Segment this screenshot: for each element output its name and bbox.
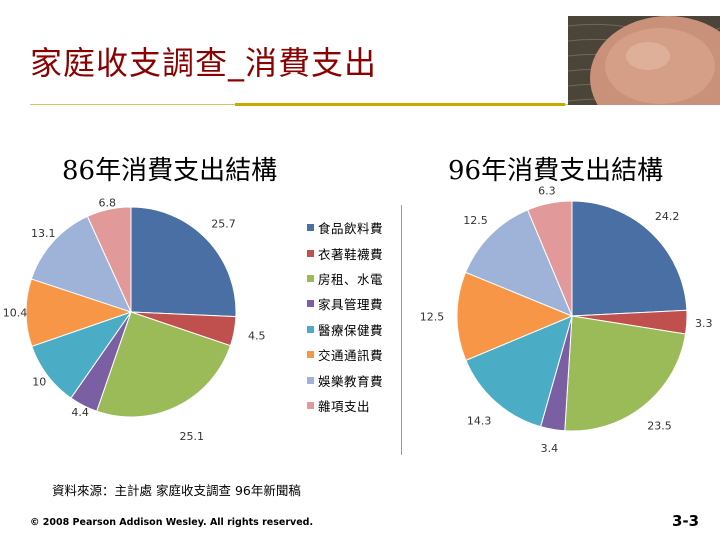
chart-title-86: 86年消費支出結構 xyxy=(62,156,278,186)
legend-swatch xyxy=(307,376,314,384)
pie-data-label-1-0: 24.2 xyxy=(655,210,680,223)
chart-title-96: 96年消費支出結構 xyxy=(448,156,664,186)
legend-label: 房租、水電 xyxy=(318,271,384,287)
pie-data-label-1-1: 3.3 xyxy=(695,317,713,330)
pie-data-label-0-4: 10 xyxy=(32,375,46,388)
pie-data-label-1-2: 23.5 xyxy=(647,419,672,432)
legend-item: 食品飲料費 xyxy=(307,215,383,240)
chart-legend: 食品飲料費衣著鞋襪費房租、水電家具管理費醫療保健費交通通訊費娛樂教育費雜項支出 xyxy=(307,215,383,418)
pie-data-label-1-7: 6.3 xyxy=(538,184,556,197)
legend-item: 交通通訊費 xyxy=(307,342,383,367)
pie-data-label-0-6: 13.1 xyxy=(31,227,56,240)
legend-swatch xyxy=(307,325,314,333)
pie-data-label-1-5: 12.5 xyxy=(420,310,445,323)
legend-label: 娛樂教育費 xyxy=(318,373,384,389)
pie-slice-1-5 xyxy=(456,271,574,361)
legend-swatch xyxy=(307,401,314,409)
legend-label: 交通通訊費 xyxy=(318,348,384,364)
pie-data-label-0-3: 4.4 xyxy=(71,406,89,419)
slide-title: 家庭收支調查_消費支出 xyxy=(30,44,378,82)
source-note: 資料來源：主計處 家庭收支調查 96年新聞稿 xyxy=(52,483,301,498)
legend-item: 家具管理費 xyxy=(307,291,383,316)
legend-label: 雜項支出 xyxy=(318,398,371,414)
pie-slice-0-2 xyxy=(96,311,232,418)
legend-label: 家具管理費 xyxy=(318,297,384,313)
pie-slice-0-6 xyxy=(30,215,132,313)
legend-label: 衣著鞋襪費 xyxy=(318,246,384,262)
legend-item: 房租、水電 xyxy=(307,266,383,291)
legend-swatch xyxy=(307,224,314,232)
pie-slice-0-0 xyxy=(130,206,237,318)
chart-divider xyxy=(401,205,402,455)
pie-data-label-1-6: 12.5 xyxy=(463,214,488,227)
pie-slice-1-0 xyxy=(571,200,688,317)
pie-slice-1-4 xyxy=(465,315,573,428)
pie-slice-0-7 xyxy=(86,206,132,313)
pie-slice-1-2 xyxy=(564,315,687,432)
title-underline-thick xyxy=(235,103,565,106)
page-number: 3-3 xyxy=(672,512,700,530)
pie-data-label-1-3: 3.4 xyxy=(541,442,559,455)
pie-slice-1-7 xyxy=(527,200,573,317)
legend-swatch xyxy=(307,300,314,308)
pie-data-label-1-4: 14.3 xyxy=(467,415,492,428)
pie-data-label-0-2: 25.1 xyxy=(179,430,204,443)
legend-item: 娛樂教育費 xyxy=(307,367,383,392)
pie-data-label-0-0: 25.7 xyxy=(211,218,236,231)
legend-item: 雜項支出 xyxy=(307,393,383,418)
pie-slice-0-5 xyxy=(25,278,133,347)
stone-photo xyxy=(568,16,720,105)
pie-data-label-0-1: 4.5 xyxy=(248,330,266,343)
legend-swatch xyxy=(307,249,314,257)
pie-slice-1-6 xyxy=(464,209,573,317)
legend-item: 醫療保健費 xyxy=(307,317,383,342)
pie-data-label-0-7: 6.8 xyxy=(99,197,117,210)
pie-data-label-0-5: 10.4 xyxy=(3,307,28,320)
legend-label: 醫療保健費 xyxy=(318,322,384,338)
legend-item: 衣著鞋襪費 xyxy=(307,240,383,265)
copyright-notice: © 2008 Pearson Addison Wesley. All right… xyxy=(30,517,314,528)
legend-label: 食品飲料費 xyxy=(318,221,384,237)
legend-swatch xyxy=(307,274,314,282)
legend-swatch xyxy=(307,351,314,359)
